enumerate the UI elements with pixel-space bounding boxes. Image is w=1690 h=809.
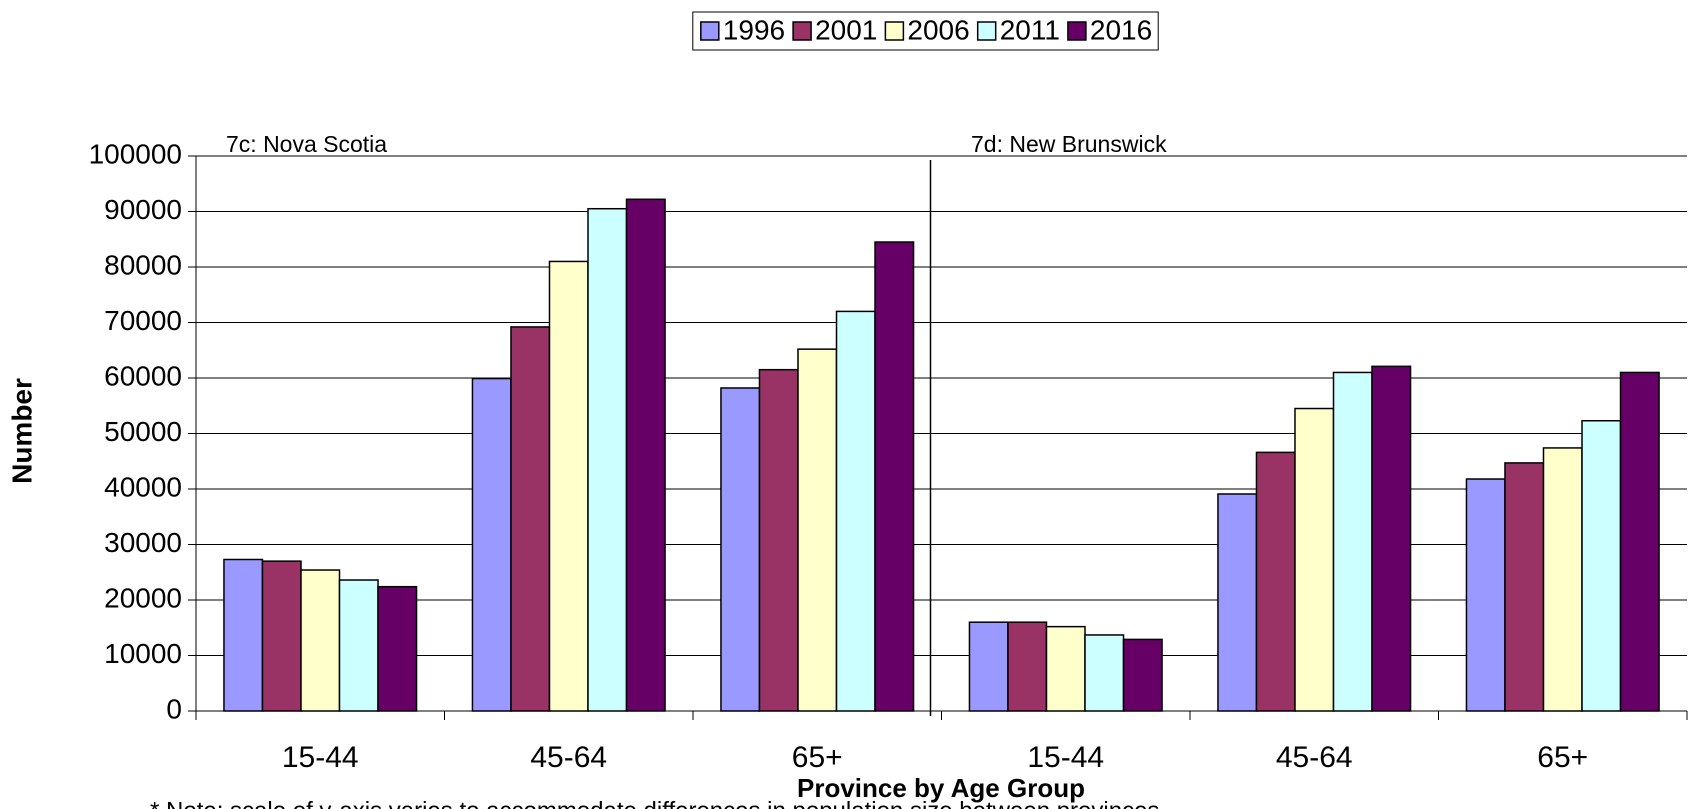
bar [587, 207, 628, 712]
bar [874, 241, 915, 712]
y-tick-label: 50000 [104, 416, 182, 447]
x-tick-label: 45-64 [1276, 741, 1353, 774]
y-axis-title: Number [6, 378, 37, 484]
bar [1371, 365, 1412, 712]
y-tick-label: 0 [166, 693, 182, 724]
bar [1217, 493, 1258, 712]
bar [1332, 371, 1373, 712]
legend-swatch [700, 21, 720, 41]
bar [835, 310, 876, 712]
legend-label: 2001 [815, 14, 877, 45]
y-tick-label: 80000 [104, 249, 182, 280]
bar [377, 585, 418, 712]
x-tick-label: 15-44 [1027, 741, 1104, 774]
legend-swatch [884, 21, 905, 41]
legend-label: 2011 [1000, 14, 1060, 45]
bar [471, 377, 512, 712]
bar [797, 348, 838, 712]
y-tick-label: 60000 [104, 360, 182, 391]
x-tick-label: 15-44 [282, 741, 359, 774]
y-tick-label: 30000 [104, 527, 182, 558]
bar [300, 569, 341, 712]
panel-label: 7d: New Brunswick [971, 131, 1167, 157]
bar [1619, 371, 1660, 712]
legend: 1996 2001 2006 2011 2016 [692, 11, 1159, 51]
x-tick-label: 45-64 [530, 741, 607, 774]
y-tick-label: 10000 [104, 638, 182, 669]
panel-label: 7c: Nova Scotia [226, 131, 387, 157]
legend-label: 1996 [723, 14, 785, 45]
bar [1542, 447, 1583, 712]
x-tick-label: 65+ [792, 741, 843, 774]
legend-swatch [976, 21, 997, 41]
legend-label: 2016 [1090, 14, 1152, 45]
footnote: * Note: scale of y-axis varies to accomm… [150, 797, 1159, 809]
bar [1084, 634, 1125, 712]
y-tick-label: 70000 [104, 305, 182, 336]
x-tick-label: 65+ [1537, 741, 1588, 774]
bar [261, 560, 302, 712]
bar [1045, 625, 1086, 712]
y-tick-label: 20000 [104, 582, 182, 613]
legend-swatch [1067, 21, 1087, 41]
bar [1255, 451, 1296, 712]
bar [1504, 462, 1545, 712]
bar [720, 387, 761, 712]
legend-swatch [792, 21, 812, 41]
bar [510, 326, 551, 712]
legend-label: 2006 [907, 14, 969, 45]
bar [1294, 407, 1335, 712]
y-tick-label: 40000 [104, 471, 182, 502]
x-axis-title: Province by Age Group [797, 773, 1085, 803]
bar [548, 260, 589, 712]
y-tick-label: 100000 [89, 138, 182, 169]
bar [1581, 419, 1622, 712]
bar [338, 579, 379, 712]
bar [625, 198, 666, 712]
bar [1007, 621, 1048, 712]
bar [223, 558, 264, 712]
y-tick-label: 90000 [104, 194, 182, 225]
bar [1122, 638, 1163, 712]
bar [968, 621, 1009, 712]
bar [758, 368, 799, 712]
bar [1465, 478, 1506, 712]
